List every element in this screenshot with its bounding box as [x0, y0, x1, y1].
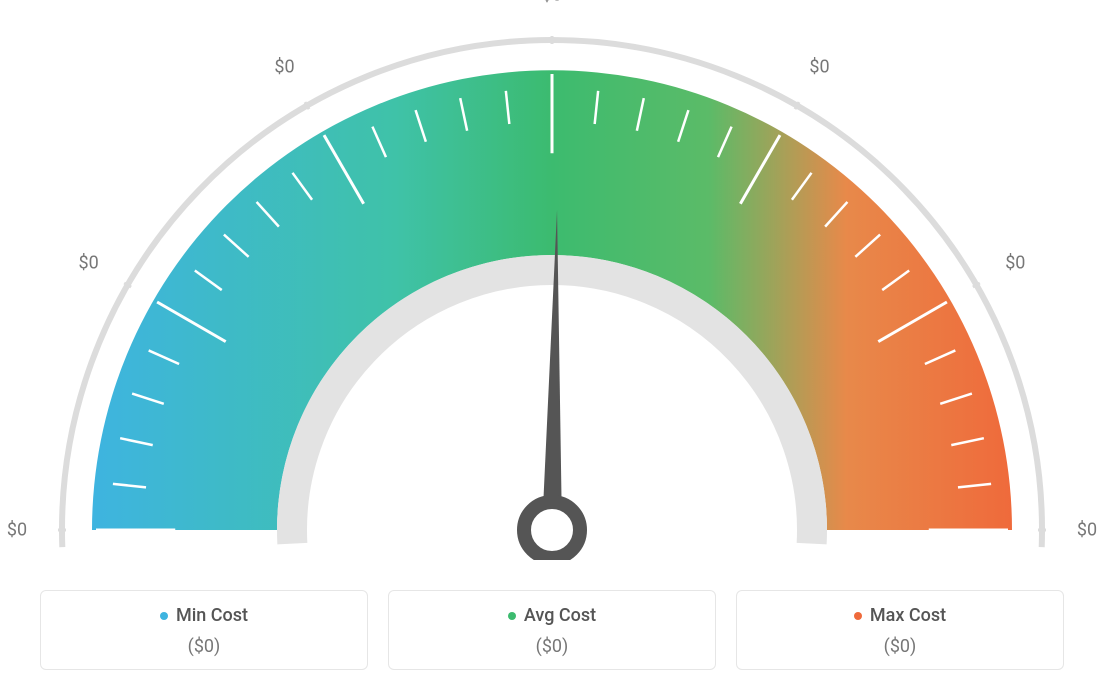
legend-dot-max: [854, 612, 862, 620]
gauge-tick-label: $0: [1077, 520, 1097, 541]
legend-row: Min Cost ($0) Avg Cost ($0) Max Cost ($0…: [40, 590, 1064, 671]
legend-label-min: Min Cost: [176, 605, 248, 626]
cost-gauge-chart: $0 $0 $0 $0 $0 $0 $0 Min Cost ($0) Avg Cost ($…: [0, 0, 1104, 690]
legend-value-avg: ($0): [409, 636, 695, 657]
legend-card-avg: Avg Cost ($0): [388, 590, 716, 671]
gauge-tick-label: $0: [1005, 252, 1025, 273]
legend-label-max: Max Cost: [870, 605, 946, 626]
legend-dot-min: [160, 612, 168, 620]
legend-card-max: Max Cost ($0): [736, 590, 1064, 671]
gauge-tick-label: $0: [542, 0, 562, 6]
legend-card-min: Min Cost ($0): [40, 590, 368, 671]
gauge-area: $0 $0 $0 $0 $0 $0 $0: [0, 0, 1104, 560]
legend-title-max: Max Cost: [854, 605, 946, 626]
gauge-tick-label: $0: [7, 520, 27, 541]
legend-title-min: Min Cost: [160, 605, 248, 626]
legend-value-min: ($0): [61, 636, 347, 657]
gauge-svg: [0, 0, 1104, 560]
gauge-tick-label: $0: [809, 56, 829, 77]
legend-value-max: ($0): [757, 636, 1043, 657]
gauge-tick-label: $0: [79, 252, 99, 273]
legend-label-avg: Avg Cost: [524, 605, 596, 626]
legend-dot-avg: [508, 612, 516, 620]
gauge-tick-label: $0: [274, 56, 294, 77]
legend-title-avg: Avg Cost: [508, 605, 596, 626]
